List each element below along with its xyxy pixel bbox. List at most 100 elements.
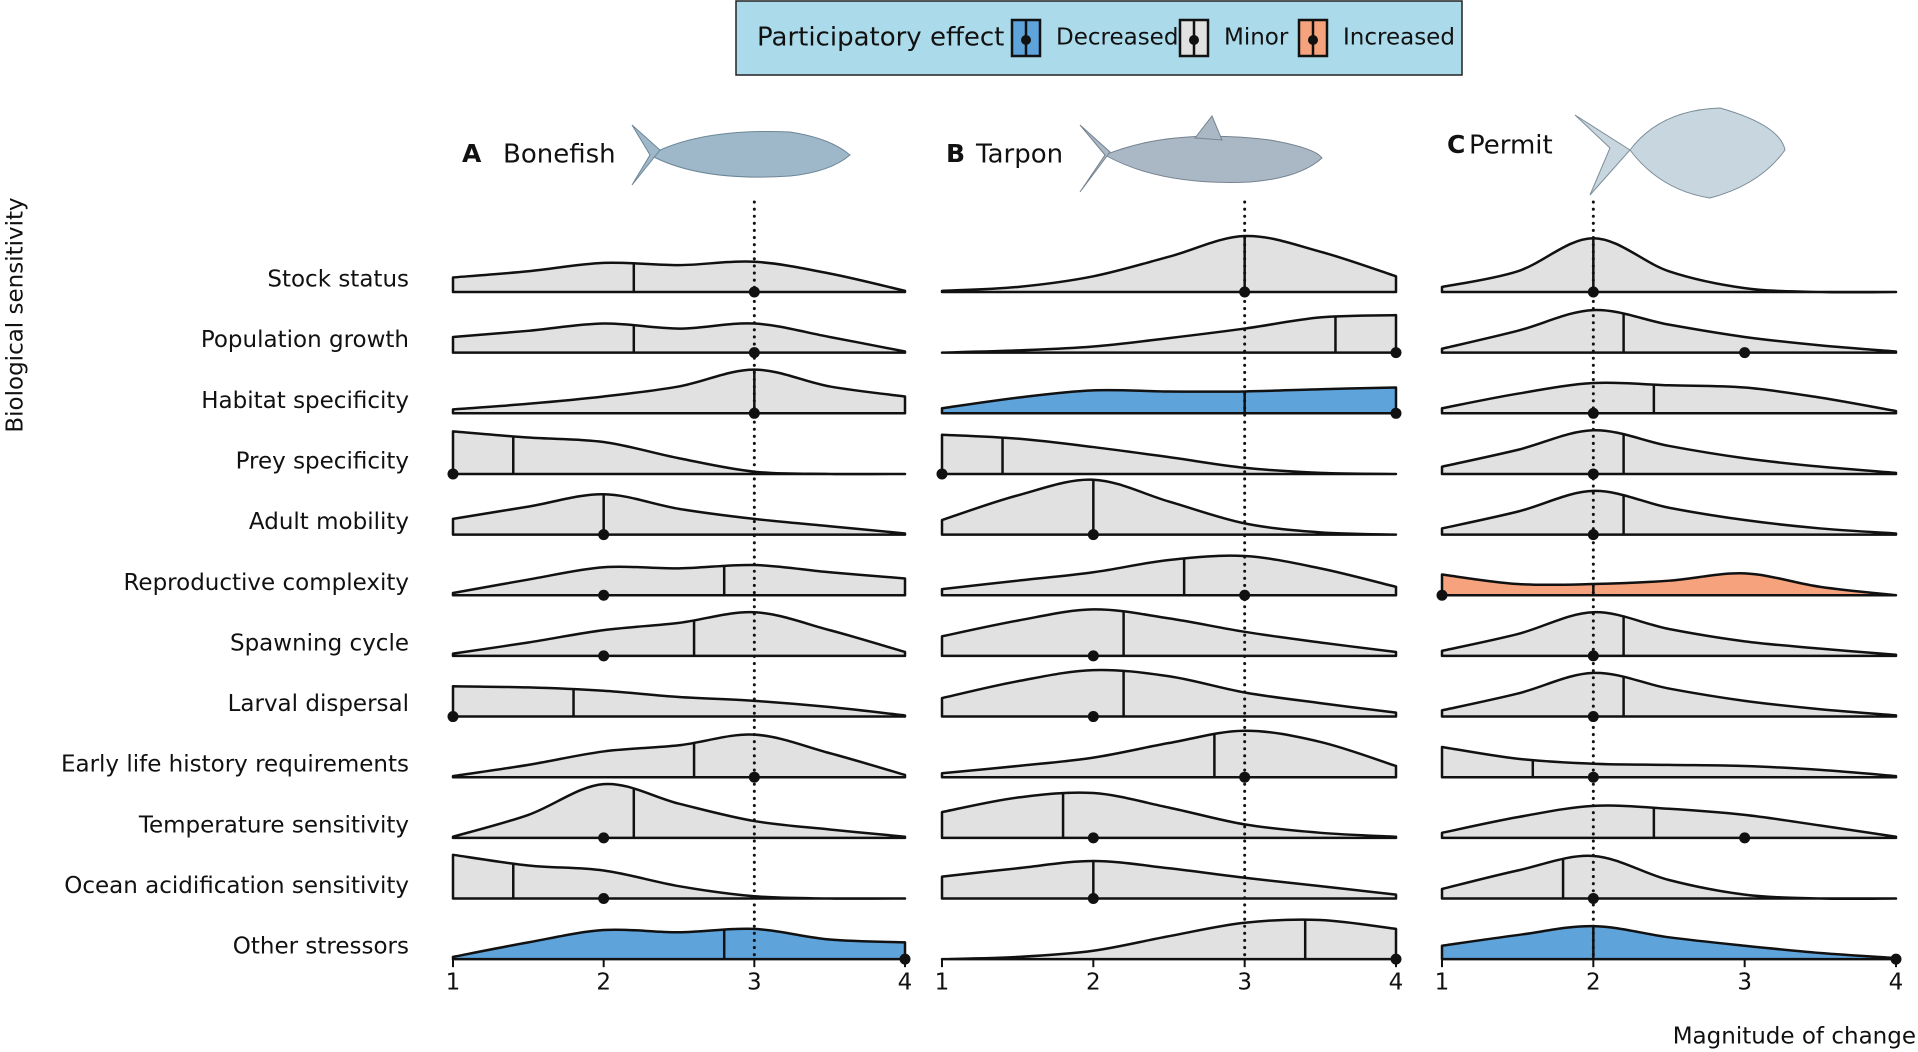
y-tick-label: Prey specificity xyxy=(236,448,409,474)
point-estimate xyxy=(936,468,948,480)
ridge xyxy=(451,733,907,779)
y-tick-label: Reproductive complexity xyxy=(123,570,409,596)
point-estimate xyxy=(598,589,610,601)
x-tick-label: 2 xyxy=(1086,970,1101,996)
ridge xyxy=(940,234,1398,294)
y-tick-label: Population growth xyxy=(201,327,409,353)
point-estimate xyxy=(748,286,760,298)
ridge xyxy=(451,685,907,718)
ridge xyxy=(940,791,1398,840)
point-estimate xyxy=(1587,407,1599,419)
ridge xyxy=(940,608,1398,658)
ridge xyxy=(451,610,907,658)
x-tick-label: 4 xyxy=(898,970,913,996)
y-tick-label: Spawning cycle xyxy=(230,630,409,656)
point-estimate xyxy=(1739,832,1751,844)
fish-bonefish xyxy=(631,124,851,186)
panel-title: Tarpon xyxy=(975,140,1063,170)
ridge xyxy=(1440,745,1898,779)
ridge xyxy=(451,927,907,961)
ridge xyxy=(940,729,1398,779)
x-tick-label: 2 xyxy=(1586,970,1601,996)
point-estimate xyxy=(1239,286,1251,298)
panel-title: Bonefish xyxy=(503,140,616,170)
fish-permit xyxy=(1574,107,1786,199)
ridge xyxy=(940,433,1398,476)
point-estimate xyxy=(1087,711,1099,723)
x-tick-label: 3 xyxy=(1237,970,1252,996)
ridge xyxy=(940,918,1398,961)
x-tick-label: 2 xyxy=(596,970,611,996)
y-tick-label: Stock status xyxy=(267,267,409,293)
point-estimate xyxy=(1390,347,1402,359)
legend-title: Participatory effect xyxy=(757,23,1004,53)
y-tick-label: Early life history requirements xyxy=(61,752,409,778)
point-estimate xyxy=(598,529,610,541)
point-estimate xyxy=(447,468,459,480)
y-tick-label: Adult mobility xyxy=(249,509,409,535)
ridge xyxy=(451,368,907,415)
panel-label: A xyxy=(462,139,482,168)
x-tick-label: 4 xyxy=(1889,970,1904,996)
x-tick-label: 3 xyxy=(747,970,762,996)
ridge xyxy=(940,313,1398,354)
ridge xyxy=(940,859,1398,900)
point-estimate xyxy=(598,650,610,662)
x-tick-label: 1 xyxy=(446,970,461,996)
legend-swatch-dot xyxy=(1189,35,1199,45)
point-estimate xyxy=(1087,893,1099,904)
ridge xyxy=(1440,489,1898,536)
point-estimate xyxy=(447,711,459,723)
ridge xyxy=(940,386,1398,415)
point-estimate xyxy=(598,832,610,844)
ridge xyxy=(1440,572,1898,597)
y-tick-label: Larval dispersal xyxy=(228,691,409,717)
panel-label: B xyxy=(946,139,965,168)
legend-label: Minor xyxy=(1224,25,1289,51)
ridge xyxy=(1440,804,1898,840)
ridge xyxy=(451,782,907,840)
ridge xyxy=(1440,924,1898,961)
point-estimate xyxy=(1587,711,1599,723)
ridge xyxy=(451,322,907,354)
x-axis-label: Magnitude of change xyxy=(1673,1024,1916,1050)
ridge xyxy=(940,668,1398,718)
ridge xyxy=(1440,671,1898,718)
x-tick-label: 3 xyxy=(1737,970,1752,996)
panel-title: Permit xyxy=(1469,131,1553,161)
legend-label: Decreased xyxy=(1056,25,1178,51)
ridge xyxy=(1440,381,1898,415)
y-tick-label: Ocean acidification sensitivity xyxy=(64,873,409,899)
ridge xyxy=(940,554,1398,597)
ridge xyxy=(451,260,907,294)
y-tick-label: Other stressors xyxy=(233,934,409,960)
legend-box xyxy=(735,0,1463,76)
ridge xyxy=(451,853,907,900)
x-tick-label: 1 xyxy=(935,970,950,996)
legend-label: Increased xyxy=(1343,25,1455,51)
panel-label: C xyxy=(1447,130,1465,159)
point-estimate xyxy=(1436,589,1448,601)
point-estimate xyxy=(1587,286,1599,298)
ridge xyxy=(451,493,907,536)
ridge xyxy=(1440,854,1898,901)
ridge xyxy=(1440,308,1898,354)
x-tick-label: 1 xyxy=(1435,970,1450,996)
ridge xyxy=(451,563,907,597)
point-estimate xyxy=(1390,407,1402,419)
point-estimate xyxy=(1087,650,1099,662)
y-axis-label: Biological sensitivity xyxy=(3,197,29,432)
point-estimate xyxy=(1739,347,1751,359)
legend-swatch-dot xyxy=(1021,35,1031,45)
point-estimate xyxy=(748,407,760,419)
point-estimate xyxy=(1087,529,1099,541)
point-estimate xyxy=(1087,832,1099,844)
ridge xyxy=(1440,429,1898,476)
point-estimate xyxy=(1239,589,1251,601)
ridge xyxy=(451,430,907,476)
ridge xyxy=(940,478,1398,536)
ridge xyxy=(1440,236,1898,294)
point-estimate xyxy=(1587,468,1599,480)
legend-swatch-dot xyxy=(1308,35,1318,45)
